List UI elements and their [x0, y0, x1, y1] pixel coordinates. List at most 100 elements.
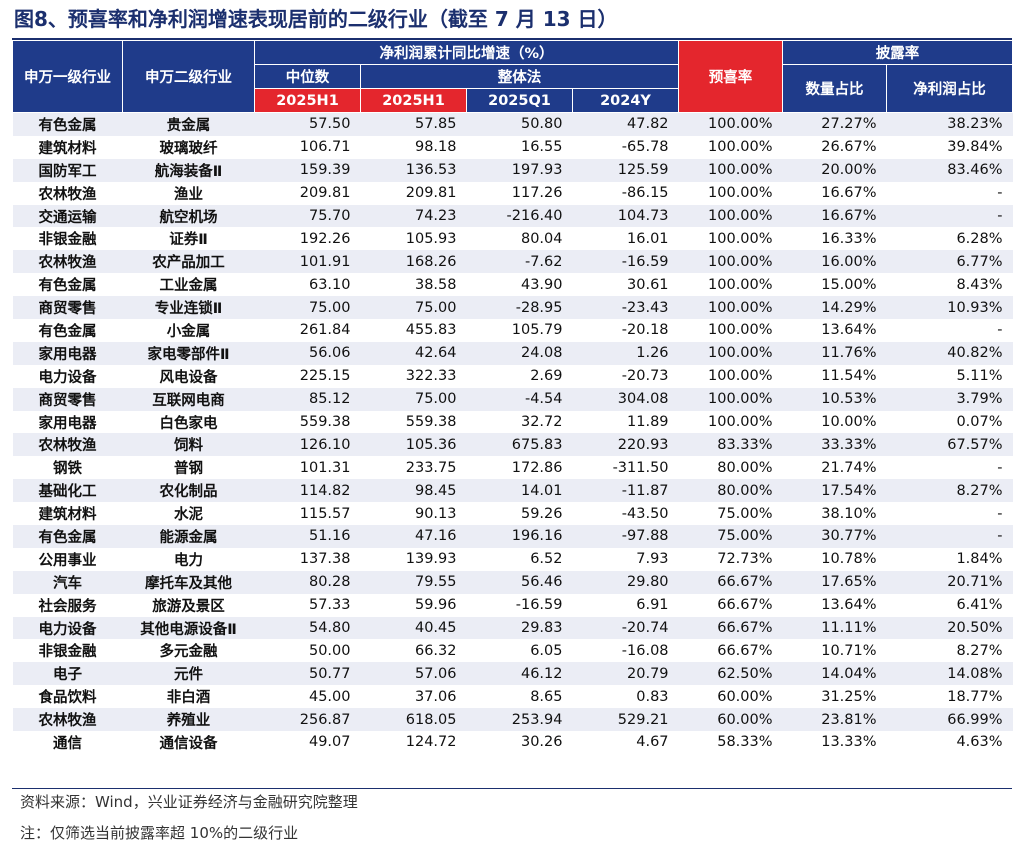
cell-overall-2024y: -311.50	[572, 456, 679, 480]
cell-profit-ratio: -	[886, 181, 1013, 205]
cell-count-ratio: 16.33%	[782, 227, 887, 251]
cell-overall-2025q1: -216.40	[466, 204, 573, 228]
cell-l1: 电力设备	[12, 364, 123, 388]
cell-overall-2025h1: 90.13	[360, 502, 467, 526]
cell-overall-2025h1: 59.96	[360, 593, 467, 617]
cell-overall-2025h1: 136.53	[360, 158, 467, 182]
cell-l2: 非白酒	[122, 685, 255, 709]
cell-profit-ratio: 14.08%	[886, 662, 1013, 686]
cell-preannounce: 58.33%	[678, 731, 783, 754]
cell-count-ratio: 30.77%	[782, 525, 887, 548]
table-row: 商贸零售 互联网电商 85.12 75.00 -4.54 304.08 100.00% 10.…	[12, 387, 1013, 411]
cell-overall-2025q1: 43.90	[466, 273, 573, 297]
cell-overall-2025q1: 14.01	[466, 479, 573, 503]
header-l2: 申万二级行业	[122, 40, 255, 113]
filter-note: 注：仅筛选当前披露率超 10%的二级行业	[20, 824, 299, 842]
header-l1: 申万一级行业	[12, 40, 123, 113]
cell-l2: 水泥	[122, 502, 255, 526]
cell-count-ratio: 11.54%	[782, 364, 887, 388]
cell-overall-2024y: 47.82	[572, 112, 679, 136]
cell-l2: 元件	[122, 662, 255, 686]
cell-l1: 家用电器	[12, 410, 123, 434]
cell-l2: 农化制品	[122, 479, 255, 503]
header-profit-ratio: 净利润占比	[886, 64, 1014, 113]
cell-overall-2025h1: 40.45	[360, 616, 467, 640]
cell-l2: 风电设备	[122, 364, 255, 388]
cell-preannounce: 66.67%	[678, 616, 783, 640]
table-row: 农林牧渔 饲料 126.10 105.36 675.83 220.93 83.33% 33.3…	[12, 433, 1013, 457]
cell-profit-ratio: 67.57%	[886, 433, 1013, 457]
cell-profit-ratio: 4.63%	[886, 731, 1013, 754]
cell-profit-ratio: 40.82%	[886, 341, 1013, 365]
cell-overall-2025h1: 233.75	[360, 456, 467, 480]
cell-count-ratio: 33.33%	[782, 433, 887, 457]
cell-profit-ratio: 8.43%	[886, 273, 1013, 297]
cell-overall-2025h1: 559.38	[360, 410, 467, 434]
cell-overall-2025q1: 29.83	[466, 616, 573, 640]
cell-preannounce: 80.00%	[678, 456, 783, 480]
cell-preannounce: 100.00%	[678, 227, 783, 251]
cell-overall-2025h1: 618.05	[360, 708, 467, 732]
table-row: 农林牧渔 渔业 209.81 209.81 117.26 -86.15 100.00% 16.…	[12, 181, 1013, 205]
cell-l2: 贵金属	[122, 112, 255, 136]
cell-profit-ratio: 1.84%	[886, 547, 1013, 571]
cell-preannounce: 80.00%	[678, 479, 783, 503]
cell-overall-2025q1: -4.54	[466, 387, 573, 411]
cell-profit-ratio: -	[886, 525, 1013, 548]
header-overall-2024y: 2024Y	[571, 88, 680, 113]
header-preannounce: 预喜率	[678, 40, 784, 113]
cell-preannounce: 83.33%	[678, 433, 783, 457]
cell-l1: 通信	[12, 731, 123, 754]
cell-l2: 摩托车及其他	[122, 570, 255, 594]
cell-l2: 通信设备	[122, 731, 255, 754]
cell-median-2025h1: 559.38	[254, 410, 361, 434]
cell-preannounce: 100.00%	[678, 387, 783, 411]
cell-l1: 电子	[12, 662, 123, 686]
cell-overall-2025h1: 75.00	[360, 296, 467, 320]
cell-median-2025h1: 63.10	[254, 273, 361, 297]
cell-l2: 玻璃玻纤	[122, 135, 255, 159]
table-row: 有色金属 贵金属 57.50 57.85 50.80 47.82 100.00% 27.27%…	[12, 112, 1013, 136]
cell-median-2025h1: 225.15	[254, 364, 361, 388]
cell-median-2025h1: 54.80	[254, 616, 361, 640]
cell-median-2025h1: 49.07	[254, 731, 361, 754]
table-row: 有色金属 小金属 261.84 455.83 105.79 -20.18 100.00% 13…	[12, 319, 1013, 342]
cell-preannounce: 60.00%	[678, 708, 783, 732]
cell-overall-2025h1: 37.06	[360, 685, 467, 709]
cell-overall-2025h1: 322.33	[360, 364, 467, 388]
cell-count-ratio: 17.54%	[782, 479, 887, 503]
cell-overall-2024y: 20.79	[572, 662, 679, 686]
cell-preannounce: 75.00%	[678, 502, 783, 526]
table-row: 有色金属 能源金属 51.16 47.16 196.16 -97.88 75.00% 30.7…	[12, 525, 1013, 548]
cell-count-ratio: 23.81%	[782, 708, 887, 732]
cell-l1: 农林牧渔	[12, 181, 123, 205]
cell-overall-2024y: -97.88	[572, 525, 679, 548]
cell-count-ratio: 27.27%	[782, 112, 887, 136]
cell-overall-2025h1: 66.32	[360, 639, 467, 663]
cell-overall-2025q1: 80.04	[466, 227, 573, 251]
cell-overall-2024y: -23.43	[572, 296, 679, 320]
cell-median-2025h1: 209.81	[254, 181, 361, 205]
cell-count-ratio: 13.33%	[782, 731, 887, 754]
cell-overall-2024y: 304.08	[572, 387, 679, 411]
cell-l2: 航海装备Ⅱ	[122, 158, 255, 182]
cell-count-ratio: 21.74%	[782, 456, 887, 480]
cell-l2: 多元金融	[122, 639, 255, 663]
cell-overall-2025q1: 56.46	[466, 570, 573, 594]
table-row: 非银金融 证券Ⅱ 192.26 105.93 80.04 16.01 100.00% 16.3…	[12, 227, 1013, 251]
cell-profit-ratio: 6.41%	[886, 593, 1013, 617]
cell-l2: 证券Ⅱ	[122, 227, 255, 251]
industry-table: 申万一级行业 申万二级行业 净利润累计同比增速（%） 预喜率 披露率 中位数 整…	[12, 40, 1014, 754]
cell-overall-2025h1: 98.18	[360, 135, 467, 159]
cell-l1: 商贸零售	[12, 296, 123, 320]
cell-l1: 建筑材料	[12, 502, 123, 526]
table-body: 有色金属 贵金属 57.50 57.85 50.80 47.82 100.00% 27.27%…	[12, 112, 1013, 754]
cell-overall-2024y: 0.83	[572, 685, 679, 709]
cell-l1: 商贸零售	[12, 387, 123, 411]
table-row: 农林牧渔 农产品加工 101.91 168.26 -7.62 -16.59 100.00% 1…	[12, 250, 1013, 274]
cell-preannounce: 100.00%	[678, 364, 783, 388]
cell-overall-2025q1: 59.26	[466, 502, 573, 526]
cell-preannounce: 66.67%	[678, 639, 783, 663]
cell-overall-2024y: 29.80	[572, 570, 679, 594]
cell-l1: 食品饮料	[12, 685, 123, 709]
